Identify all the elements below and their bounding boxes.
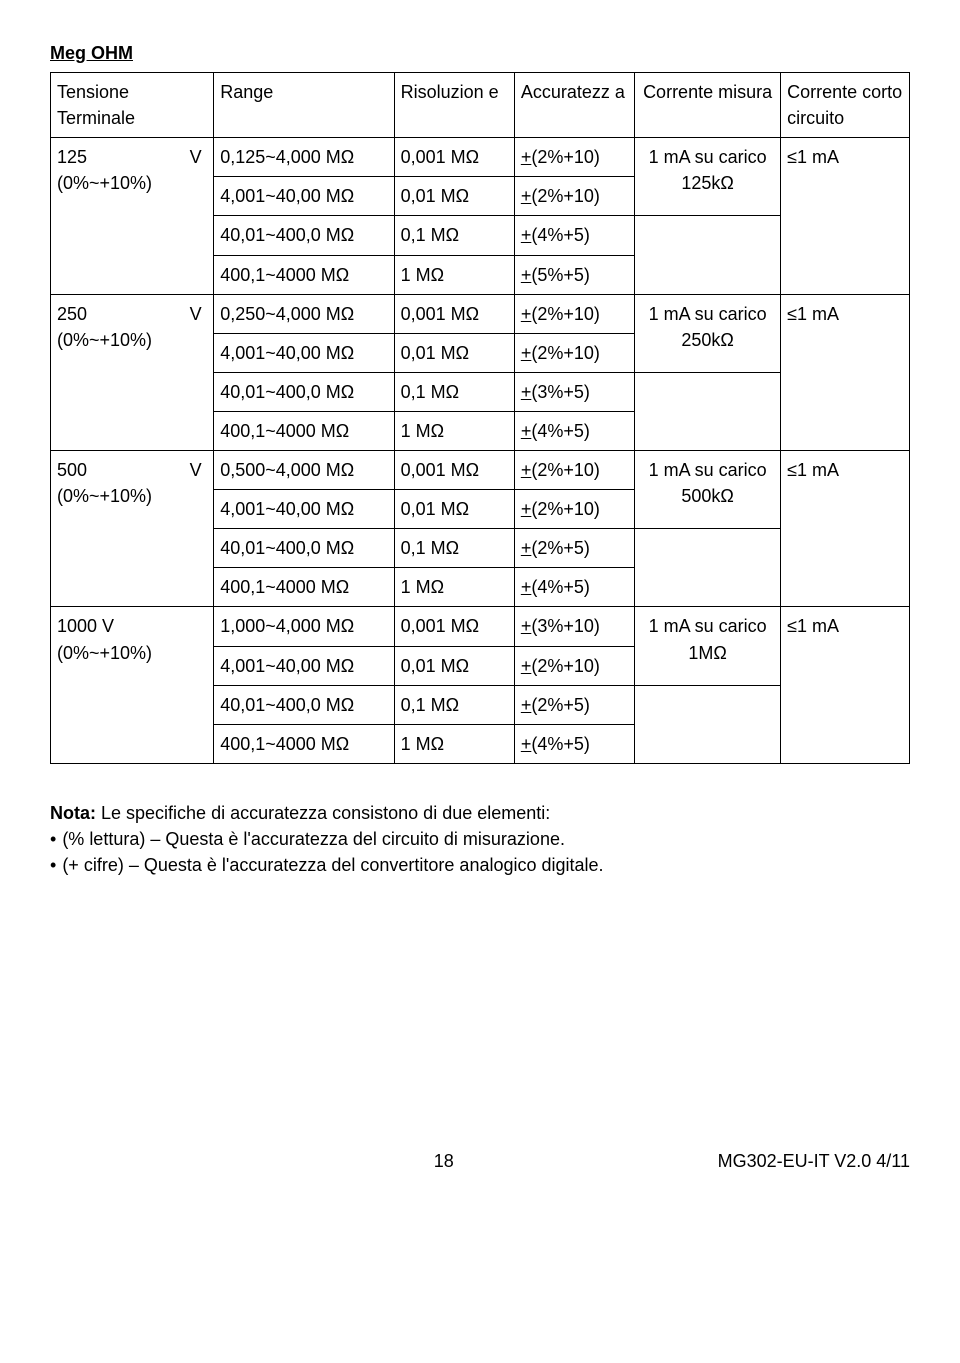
cell-measure-current: 1 mA su carico 250kΩ <box>635 294 781 372</box>
cell-accuracy: +(2%+10) <box>514 646 634 685</box>
cell-resolution: 0,01 MΩ <box>394 333 514 372</box>
cell-short-current: ≤1 mA <box>781 451 910 607</box>
cell-range: 4,001~40,00 MΩ <box>214 490 394 529</box>
cell-resolution: 1 MΩ <box>394 568 514 607</box>
cell-measure-current: 1 mA su carico 1MΩ <box>635 607 781 685</box>
note-text: Le specifiche di accuratezza consistono … <box>96 803 550 823</box>
cell-short-current: ≤1 mA <box>781 607 910 763</box>
cell-range: 4,001~40,00 MΩ <box>214 333 394 372</box>
page-footer: 18 MG302-EU-IT V2.0 4/11 <box>50 1148 910 1174</box>
cell-resolution: 1 MΩ <box>394 411 514 450</box>
cell-accuracy: +(2%+5) <box>514 685 634 724</box>
th-short-current: Corrente corto circuito <box>781 73 910 138</box>
cell-v: V <box>184 138 214 294</box>
cell-measure-current: 1 mA su carico 125kΩ <box>635 138 781 216</box>
cell-resolution: 0,001 MΩ <box>394 294 514 333</box>
cell-accuracy: +(5%+5) <box>514 255 634 294</box>
cell-resolution: 0,001 MΩ <box>394 138 514 177</box>
cell-range: 40,01~400,0 MΩ <box>214 685 394 724</box>
cell-range: 400,1~4000 MΩ <box>214 255 394 294</box>
cell-resolution: 0,001 MΩ <box>394 451 514 490</box>
cell-short-current: ≤1 mA <box>781 294 910 450</box>
cell-range: 400,1~4000 MΩ <box>214 724 394 763</box>
doc-id: MG302-EU-IT V2.0 4/11 <box>718 1148 910 1174</box>
cell-resolution: 0,01 MΩ <box>394 177 514 216</box>
cell-accuracy: +(2%+10) <box>514 294 634 333</box>
cell-range: 400,1~4000 MΩ <box>214 568 394 607</box>
cell-tension: 125(0%~+10%) <box>51 138 184 294</box>
cell-range: 1,000~4,000 MΩ <box>214 607 394 646</box>
cell-resolution: 0,01 MΩ <box>394 490 514 529</box>
cell-range: 40,01~400,0 MΩ <box>214 372 394 411</box>
note-bullet: (+ cifre) – Questa è l'accuratezza del c… <box>50 852 910 878</box>
cell-range: 4,001~40,00 MΩ <box>214 646 394 685</box>
cell-resolution: 0,01 MΩ <box>394 646 514 685</box>
cell-accuracy: +(4%+5) <box>514 724 634 763</box>
cell-measure-current-empty <box>635 216 781 294</box>
cell-accuracy: +(2%+10) <box>514 138 634 177</box>
cell-range: 0,250~4,000 MΩ <box>214 294 394 333</box>
cell-v: V <box>184 294 214 450</box>
cell-resolution: 0,1 MΩ <box>394 685 514 724</box>
cell-resolution: 0,1 MΩ <box>394 529 514 568</box>
cell-resolution: 0,001 MΩ <box>394 607 514 646</box>
cell-measure-current-empty <box>635 685 781 763</box>
cell-range: 0,125~4,000 MΩ <box>214 138 394 177</box>
cell-v: V <box>184 451 214 607</box>
cell-range: 40,01~400,0 MΩ <box>214 529 394 568</box>
cell-accuracy: +(2%+5) <box>514 529 634 568</box>
spec-table: Tensione TerminaleRangeRisoluzion eAccur… <box>50 72 910 764</box>
cell-accuracy: +(4%+5) <box>514 411 634 450</box>
cell-range: 400,1~4000 MΩ <box>214 411 394 450</box>
th-tension: Tensione Terminale <box>51 73 214 138</box>
cell-range: 0,500~4,000 MΩ <box>214 451 394 490</box>
cell-measure-current: 1 mA su carico 500kΩ <box>635 451 781 529</box>
cell-range: 40,01~400,0 MΩ <box>214 216 394 255</box>
cell-accuracy: +(2%+10) <box>514 490 634 529</box>
cell-short-current: ≤1 mA <box>781 138 910 294</box>
cell-accuracy: +(3%+10) <box>514 607 634 646</box>
cell-resolution: 0,1 MΩ <box>394 216 514 255</box>
note-label: Nota: <box>50 803 96 823</box>
cell-tension: 1000 V(0%~+10%) <box>51 607 214 763</box>
th-resolution: Risoluzion e <box>394 73 514 138</box>
note-bullet: (% lettura) – Questa è l'accuratezza del… <box>50 826 910 852</box>
cell-accuracy: +(3%+5) <box>514 372 634 411</box>
cell-resolution: 0,1 MΩ <box>394 372 514 411</box>
th-accuracy: Accuratezz a <box>514 73 634 138</box>
cell-range: 4,001~40,00 MΩ <box>214 177 394 216</box>
note-bullets: (% lettura) – Questa è l'accuratezza del… <box>50 826 910 878</box>
cell-measure-current-empty <box>635 529 781 607</box>
cell-tension: 250(0%~+10%) <box>51 294 184 450</box>
cell-accuracy: +(2%+10) <box>514 333 634 372</box>
th-range: Range <box>214 73 394 138</box>
cell-tension: 500(0%~+10%) <box>51 451 184 607</box>
cell-accuracy: +(2%+10) <box>514 451 634 490</box>
cell-accuracy: +(4%+5) <box>514 216 634 255</box>
cell-accuracy: +(2%+10) <box>514 177 634 216</box>
cell-resolution: 1 MΩ <box>394 724 514 763</box>
cell-resolution: 1 MΩ <box>394 255 514 294</box>
cell-accuracy: +(4%+5) <box>514 568 634 607</box>
page-number: 18 <box>170 1148 718 1174</box>
cell-measure-current-empty <box>635 372 781 450</box>
section-title: Meg OHM <box>50 40 910 66</box>
note-block: Nota: Le specifiche di accuratezza consi… <box>50 800 910 878</box>
th-measure-current: Corrente misura <box>635 73 781 138</box>
